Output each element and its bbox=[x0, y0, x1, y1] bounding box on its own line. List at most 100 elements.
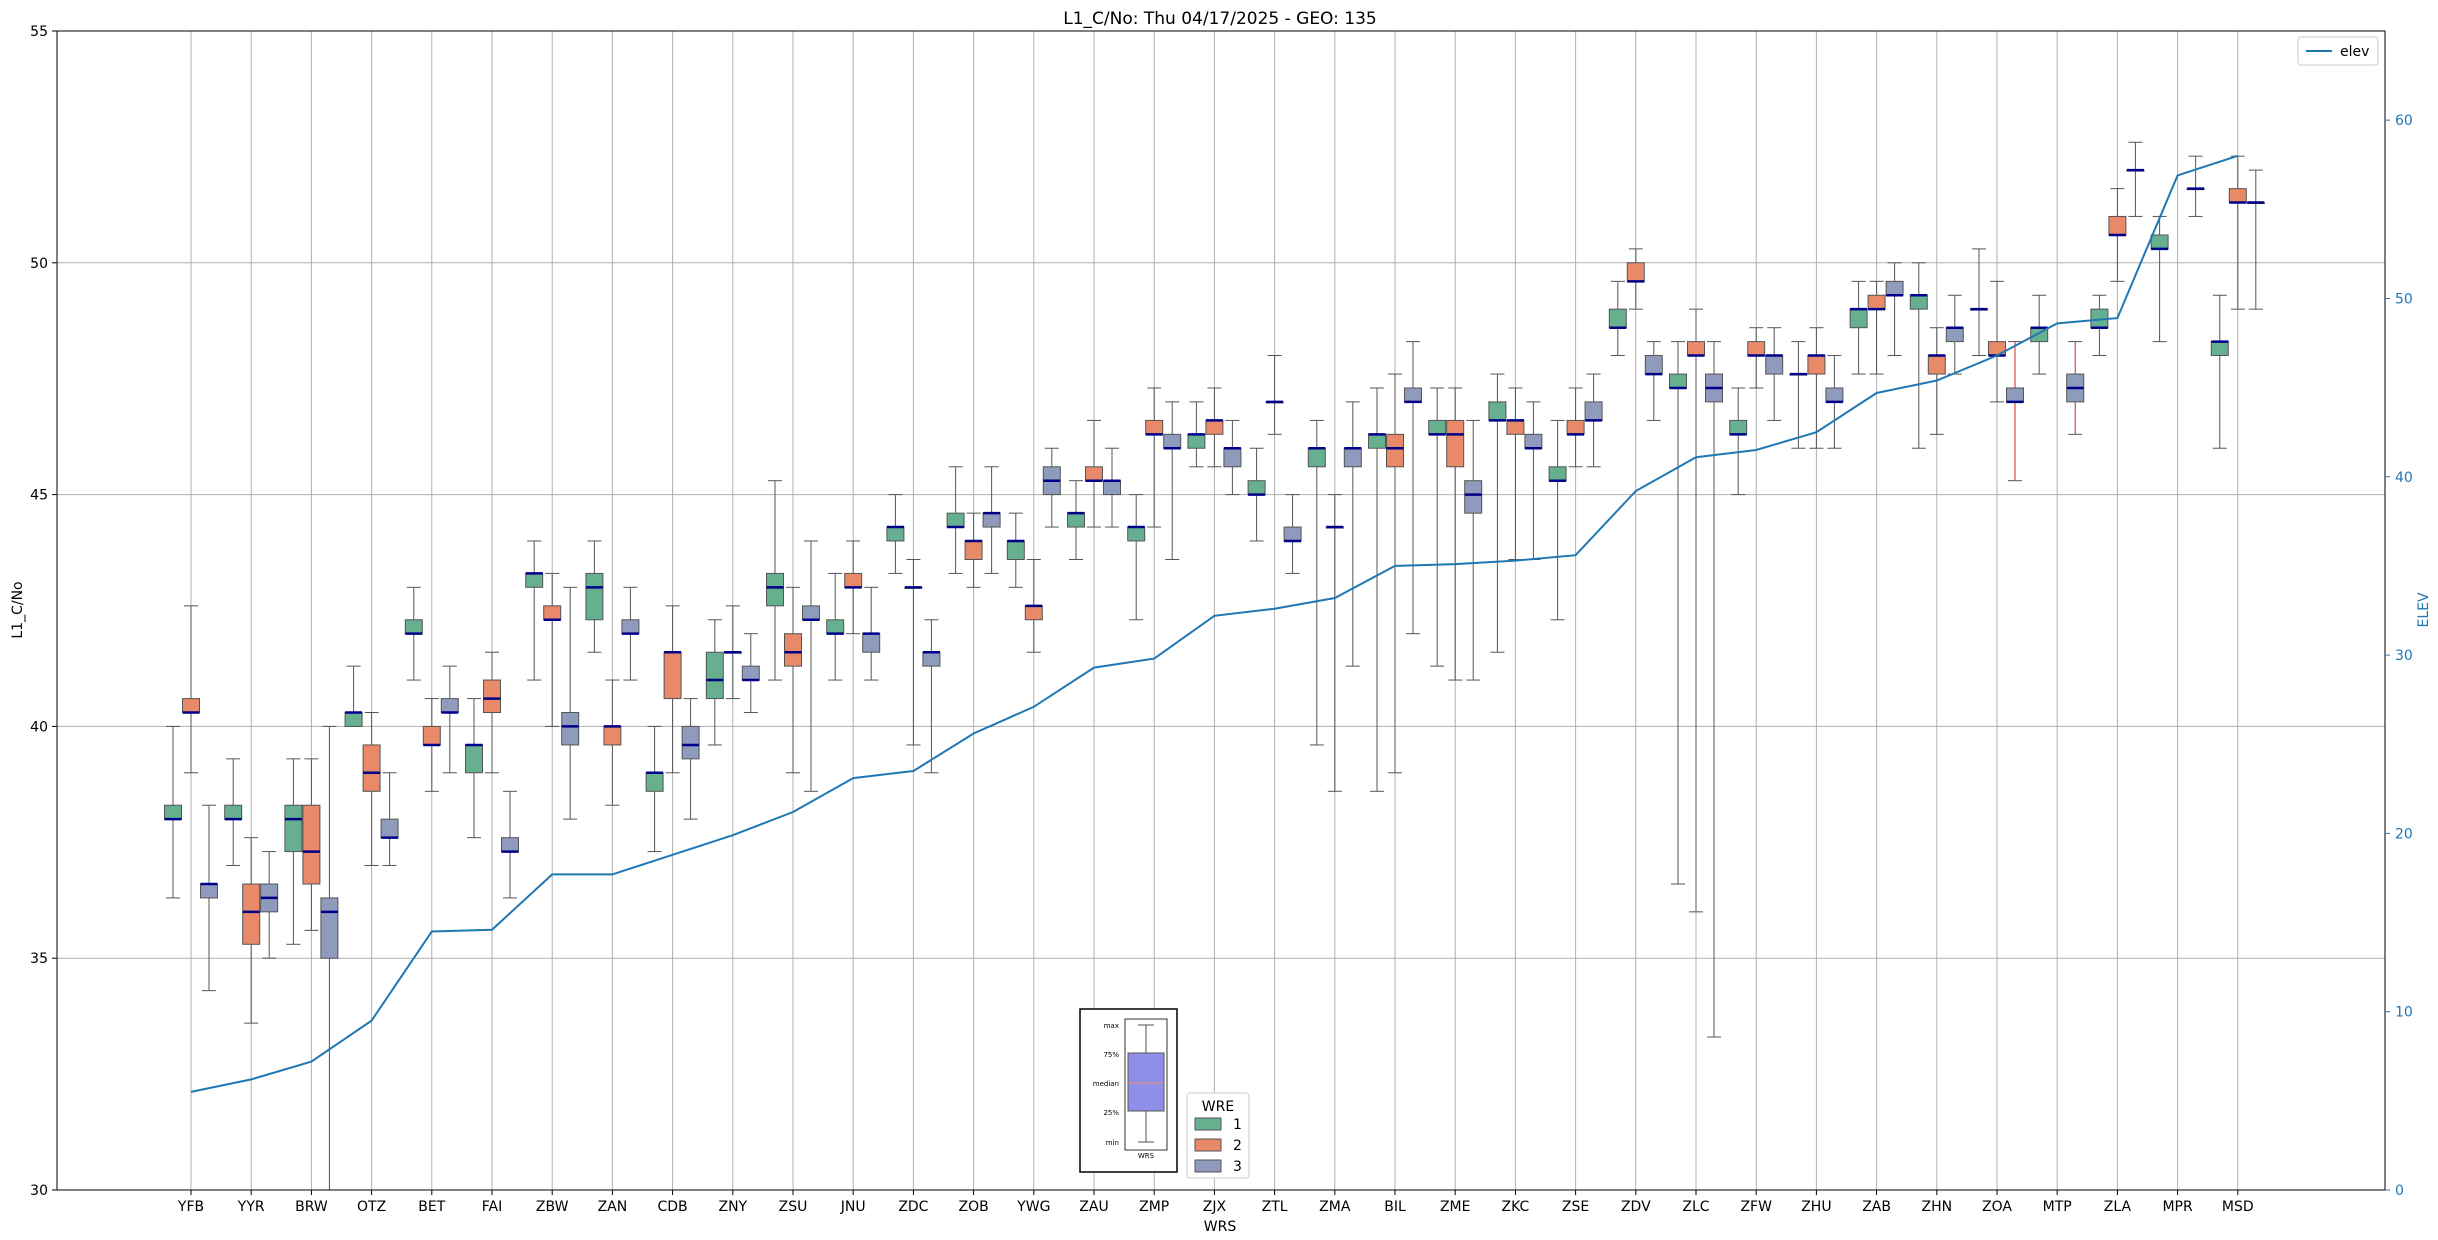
box-msd-wre3 bbox=[2246, 169, 2265, 310]
x-axis-ticks: YFB YYR BRW OTZ BET FAI ZBW ZAN CDB ZNY ZSU JNU ZDC Z… bbox=[177, 1190, 2254, 1215]
box-zjx-wre3-iqr bbox=[1223, 447, 1242, 468]
box-zlc-wre1 bbox=[1669, 341, 1687, 885]
box-zab-wre1 bbox=[1849, 280, 1868, 375]
box-zmp-wre2-iqr bbox=[1145, 419, 1164, 435]
box-zkc-wre2 bbox=[1506, 387, 1525, 561]
box-jnu-wre2-iqr bbox=[844, 572, 863, 588]
box-zsu-wre3-iqr bbox=[802, 605, 820, 621]
box-zan-wre3-iqr bbox=[621, 619, 640, 635]
box-zdc-wre1-iqr bbox=[886, 526, 905, 542]
box-yfb-wre1 bbox=[164, 725, 182, 899]
x-tick-label-brw: BRW bbox=[295, 1199, 328, 1215]
box-zdc-wre1 bbox=[886, 494, 905, 574]
box-mpr-wre1-iqr bbox=[2150, 234, 2169, 250]
y-tick-label-55: 55 bbox=[30, 24, 48, 40]
box-cdb-wre2-iqr bbox=[663, 651, 682, 700]
box-zhu-wre2-iqr bbox=[1807, 355, 1826, 375]
box-ztl-wre2 bbox=[1265, 355, 1284, 435]
y2-axis-label: ELEV bbox=[2416, 592, 2432, 627]
x-tick-label-zkc: ZKC bbox=[1502, 1199, 1530, 1215]
box-zdc-wre2 bbox=[904, 559, 923, 746]
box-zma-wre2 bbox=[1325, 494, 1344, 792]
box-zny-wre3 bbox=[741, 633, 760, 713]
box-zbw-wre3-iqr bbox=[561, 711, 580, 746]
box-zfw-wre1-iqr bbox=[1729, 419, 1748, 435]
box-ztl-wre1-iqr bbox=[1247, 480, 1266, 496]
box-yfb-wre1-iqr bbox=[164, 804, 182, 820]
x-tick-label-fai: FAI bbox=[482, 1199, 502, 1215]
box-zob-wre2 bbox=[964, 512, 983, 588]
wre-legend-box bbox=[1186, 1092, 1250, 1179]
x-tick-label-otz: OTZ bbox=[357, 1199, 386, 1215]
box-zob-wre3-iqr bbox=[982, 512, 1001, 528]
box-zse-wre2 bbox=[1566, 387, 1585, 468]
box-zla-wre2 bbox=[2108, 188, 2127, 282]
box-jnu-wre2 bbox=[844, 540, 863, 635]
wre-legend-label-1: 1 bbox=[1233, 1117, 1242, 1133]
box-zme-wre1 bbox=[1428, 387, 1447, 667]
x-tick-label-ztl: ZTL bbox=[1262, 1199, 1288, 1215]
box-bet-wre1 bbox=[404, 586, 423, 681]
wre-legend-swatch-1 bbox=[1194, 1117, 1222, 1131]
box-zab-wre2-iqr bbox=[1867, 294, 1886, 310]
box-zjx-wre3 bbox=[1223, 419, 1242, 496]
x-tick-label-mtp: MTP bbox=[2043, 1199, 2072, 1215]
box-brw-wre2-iqr bbox=[302, 804, 321, 885]
box-zme-wre1-iqr bbox=[1428, 419, 1447, 435]
box-mpr-wre1 bbox=[2150, 215, 2169, 343]
box-zse-wre3-iqr bbox=[1584, 401, 1603, 421]
box-cdb-wre1 bbox=[645, 725, 664, 853]
box-zau-wre1 bbox=[1067, 480, 1085, 561]
box-brw-wre1-iqr bbox=[284, 804, 303, 853]
box-bil-wre3 bbox=[1404, 341, 1422, 635]
box-msd-wre2-iqr bbox=[2228, 188, 2247, 204]
box-zsu-wre1-iqr bbox=[766, 572, 784, 607]
box-zhn-wre1-iqr bbox=[1909, 294, 1928, 310]
box-zsu-wre1 bbox=[766, 480, 784, 681]
y2-tick-label-50: 50 bbox=[2395, 291, 2413, 307]
box-zan-wre2-iqr bbox=[603, 725, 622, 746]
box-plots bbox=[164, 141, 2265, 1191]
box-zhu-wre3-iqr bbox=[1825, 387, 1844, 403]
inset-key: max 75% median 25% min WRS bbox=[1079, 1008, 1178, 1173]
right-y-axis-ticks: 0 10 20 30 40 50 60 bbox=[2385, 113, 2413, 1199]
box-zla-wre1 bbox=[2090, 294, 2109, 357]
box-ywg-wre1-iqr bbox=[1006, 540, 1025, 561]
box-zse-wre2-iqr bbox=[1566, 419, 1585, 435]
x-tick-label-zhu: ZHU bbox=[1801, 1199, 1831, 1215]
x-tick-label-yfb: YFB bbox=[177, 1199, 204, 1215]
box-yfb-wre2-iqr bbox=[182, 698, 200, 713]
box-yyr-wre3 bbox=[260, 851, 279, 959]
inset-key-caption: WRS bbox=[1138, 1152, 1155, 1160]
box-yyr-wre1 bbox=[224, 758, 243, 866]
box-bet-wre1-iqr bbox=[404, 619, 423, 635]
wre-legend: WRE 1 2 3 bbox=[1186, 1092, 1250, 1179]
x-tick-label-zab: ZAB bbox=[1862, 1199, 1891, 1215]
box-bil-wre2-iqr bbox=[1386, 433, 1404, 468]
y2-tick-label-0: 0 bbox=[2395, 1183, 2404, 1199]
box-zoa-wre2 bbox=[1988, 280, 2006, 403]
box-jnu-wre3 bbox=[862, 586, 881, 681]
box-zma-wre1 bbox=[1307, 419, 1326, 746]
box-zbw-wre2-iqr bbox=[543, 605, 562, 621]
wre-legend-title: WRE bbox=[1202, 1099, 1234, 1115]
inset-key-max-label: max bbox=[1104, 1022, 1119, 1030]
x-tick-label-zau: ZAU bbox=[1079, 1199, 1108, 1215]
box-bet-wre3 bbox=[440, 665, 459, 774]
elev-series-line bbox=[190, 154, 2239, 1093]
x-axis-label: WRS bbox=[1204, 1219, 1237, 1235]
box-zmp-wre3 bbox=[1163, 401, 1182, 561]
wre-legend-swatch-3 bbox=[1194, 1159, 1222, 1173]
box-zhn-wre3-iqr bbox=[1945, 327, 1964, 343]
x-tick-label-msd: MSD bbox=[2222, 1199, 2254, 1215]
x-tick-label-zse: ZSE bbox=[1562, 1199, 1589, 1215]
box-zbw-wre1-iqr bbox=[525, 572, 544, 588]
box-zse-wre3 bbox=[1584, 373, 1603, 468]
x-tick-label-zdc: ZDC bbox=[898, 1199, 928, 1215]
x-tick-label-zfw: ZFW bbox=[1740, 1199, 1772, 1215]
y2-tick-label-20: 20 bbox=[2395, 826, 2413, 842]
box-zob-wre1 bbox=[946, 466, 965, 574]
box-jnu-wre3-iqr bbox=[862, 633, 881, 653]
box-otz-wre1-iqr bbox=[344, 711, 363, 727]
